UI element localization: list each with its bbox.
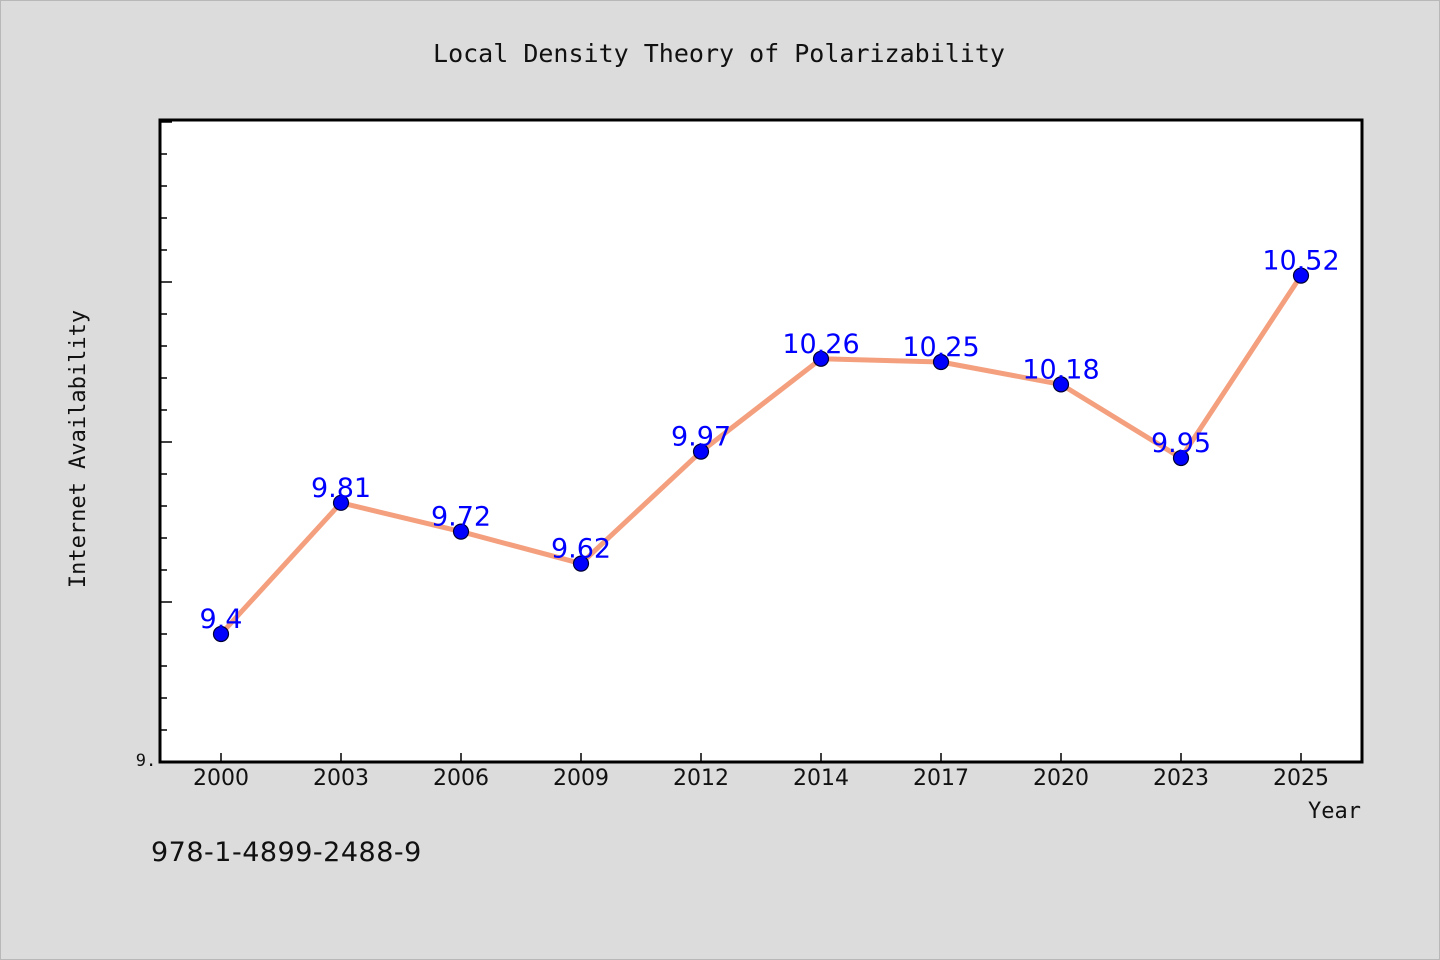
data-label: 9.4 <box>200 604 243 635</box>
data-label: 10.26 <box>782 329 859 360</box>
data-label: 10.25 <box>902 332 979 363</box>
data-label: 9.97 <box>671 422 731 453</box>
x-tick-label: 2020 <box>1033 766 1089 791</box>
data-labels: 9.4 9.81 9.72 9.62 9.97 10.26 10.25 10.18 9.95 10… <box>200 246 1340 635</box>
isbn-text: 978-1-4899-2488-9 <box>151 837 422 868</box>
x-axis-ticks <box>220 753 1302 762</box>
x-axis-tick-labels: 2000 2003 2006 2009 2012 2014 2017 2020 2023 2025 <box>193 766 1329 791</box>
x-tick-label: 2003 <box>313 766 369 791</box>
data-point <box>932 353 950 371</box>
data-label: 10.18 <box>1022 354 1099 385</box>
data-label: 9.62 <box>551 534 611 565</box>
x-tick-label: 2025 <box>1273 766 1329 791</box>
data-point <box>1292 267 1310 284</box>
x-tick-label: 2006 <box>433 766 489 791</box>
x-tick-label: 2023 <box>1153 766 1209 791</box>
data-point <box>332 494 350 511</box>
data-label: 9.72 <box>431 502 491 533</box>
data-point <box>1172 449 1190 467</box>
data-point <box>212 625 230 643</box>
chart-title: Local Density Theory of Polarizability <box>433 39 1005 68</box>
data-markers <box>212 267 1310 643</box>
series-line <box>218 273 1304 637</box>
x-axis-label: Year <box>1308 799 1361 824</box>
data-point <box>1052 376 1070 393</box>
data-point <box>812 350 830 367</box>
data-label: 9.95 <box>1151 428 1211 459</box>
y-tick-label: 9. <box>136 751 156 771</box>
y-axis-ticks <box>160 121 172 731</box>
data-label: 9.81 <box>311 473 371 504</box>
data-point <box>452 523 470 540</box>
data-point <box>572 555 590 572</box>
x-tick-label: 2000 <box>193 766 249 791</box>
x-tick-label: 2017 <box>913 766 969 791</box>
data-point <box>692 443 710 460</box>
x-tick-label: 2014 <box>793 766 849 791</box>
data-label: 10.52 <box>1262 246 1339 277</box>
x-tick-label: 2009 <box>553 766 609 791</box>
plot-area <box>158 118 1364 764</box>
x-tick-label: 2012 <box>673 766 729 791</box>
y-axis-label: Internet Availability <box>66 310 91 588</box>
